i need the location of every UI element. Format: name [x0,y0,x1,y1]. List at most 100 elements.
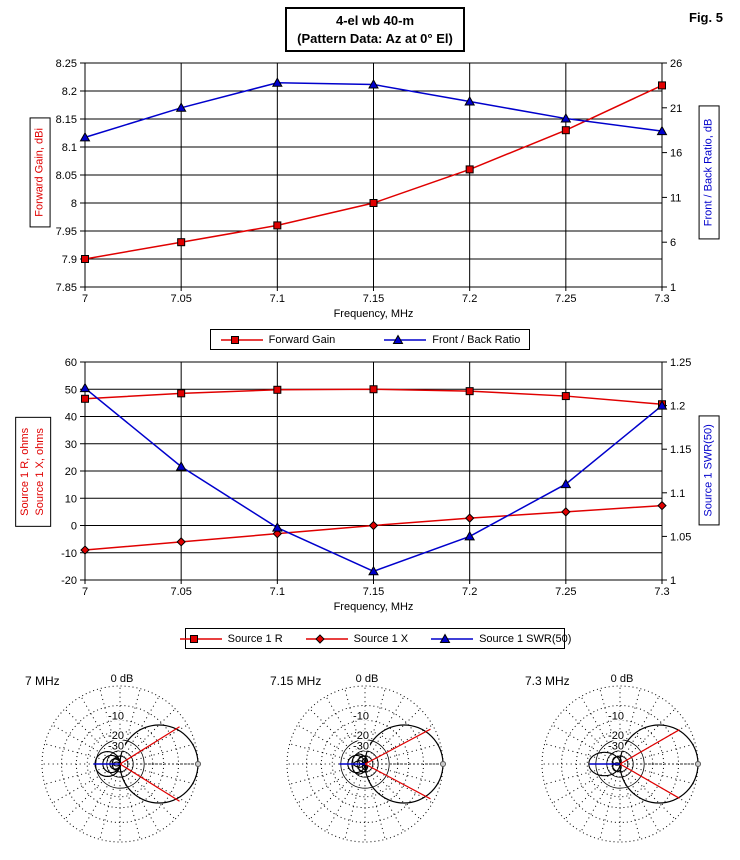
svg-text:Frequency, MHz: Frequency, MHz [334,601,414,613]
svg-text:-10: -10 [353,710,369,722]
legend-item: Source 1 X [305,633,408,645]
svg-text:40: 40 [65,412,77,424]
svg-text:7.95: 7.95 [56,226,77,238]
axis-title-source-r: Source 1 R, ohms [19,427,32,516]
svg-text:7.3: 7.3 [654,586,669,598]
svg-text:-10: -10 [108,710,124,722]
svg-text:1.15: 1.15 [670,444,691,456]
marker-square [189,634,198,643]
svg-text:1.1: 1.1 [670,488,685,500]
svg-text:8.1: 8.1 [62,142,77,154]
svg-text:50: 50 [65,384,77,396]
polar-pattern-svg-1: 0 dB -10 -20-30 [41,672,201,843]
marker-triangle [560,478,572,489]
svg-text:0 dB: 0 dB [356,673,379,685]
axis-title-source-rx: Source 1 R, ohms Source 1 X, ohms [15,416,51,527]
beamwidth-line [364,728,431,765]
cursor-marker [195,761,201,767]
svg-text:0 dB: 0 dB [111,673,134,685]
svg-text:7.15: 7.15 [363,293,384,305]
marker-diamond [368,520,379,531]
svg-text:7.9: 7.9 [62,254,77,266]
svg-text:0: 0 [71,521,77,533]
axis-title-swr: Source 1 SWR(50) [698,415,720,526]
cursor-marker [695,761,701,767]
marker-diamond [80,545,90,555]
chart-title-line1: 4-el wb 40-m [335,13,415,28]
svg-text:0 dB: 0 dB [611,673,634,685]
marker-square [369,199,378,207]
svg-text:-10: -10 [61,548,77,560]
marker-triangle [464,96,476,106]
marker-square [81,255,89,263]
marker-square [561,126,570,135]
svg-text:7.05: 7.05 [170,293,191,305]
polar-plot-7p15mhz: 7.15 MHz 0 dB -10 -20 -30 [260,660,475,857]
marker-diamond [176,537,186,547]
beamwidth-line [619,763,680,799]
polar-plot-7mhz: 7 MHz 0 dB -10 -20 -30 [15,660,230,857]
marker-square [177,389,186,398]
marker-triangle [79,382,91,393]
legend-item: Source 1 R [179,633,283,645]
svg-text:7.1: 7.1 [270,586,285,598]
svg-text:30: 30 [65,439,77,451]
svg-text:8.25: 8.25 [56,58,77,70]
polar-freq-label-3: 7.3 MHz [525,674,570,688]
svg-text:7.2: 7.2 [462,293,477,305]
marker-square [369,385,378,394]
marker-triangle [175,102,187,112]
cursor-marker [440,761,446,767]
gain-fb-chart: 8.25 8.2 8.15 8.1 8.05 8 7.95 7.9 7.85 26 21 16 11 6 1… [56,58,683,320]
svg-text:7.85: 7.85 [56,282,77,294]
marker-square [81,394,89,403]
figure-number: Fig. 5 [689,10,723,25]
svg-text:1.05: 1.05 [670,531,691,543]
svg-text:10: 10 [65,493,77,505]
svg-text:8.05: 8.05 [56,170,77,182]
svg-text:20: 20 [65,466,77,478]
svg-text:-30: -30 [108,741,124,753]
svg-text:6: 6 [670,237,676,249]
svg-text:21: 21 [670,103,682,115]
svg-text:11: 11 [670,192,681,204]
svg-text:8.15: 8.15 [56,114,77,126]
polar-freq-label-2: 7.15 MHz [270,674,322,688]
legend-item: Front / Back Ratio [383,334,520,346]
legend-source: Source 1 R Source 1 X Source 1 SWR(50) [179,628,571,649]
main-lobe [364,724,444,804]
marker-square [273,221,282,230]
svg-text:7.1: 7.1 [270,293,285,305]
axis-title-forward-gain: Forward Gain, dBi [29,117,51,228]
svg-text:7.25: 7.25 [555,586,576,598]
svg-text:7.2: 7.2 [462,586,477,598]
svg-text:-20: -20 [61,575,77,587]
marker-triangle [464,530,476,541]
axis-title-source-x: Source 1 X, ohms [34,428,46,516]
svg-text:7.05: 7.05 [170,586,191,598]
svg-text:1.25: 1.25 [670,357,691,369]
svg-text:Frequency, MHz: Frequency, MHz [334,308,414,320]
marker-square [465,387,474,396]
marker-triangle [392,333,404,344]
svg-text:7.15: 7.15 [363,586,384,598]
marker-diamond [464,513,475,523]
marker-square [230,335,239,344]
polar-pattern-svg-3: 0 dB -10 -20-30 [541,672,701,843]
marker-diamond [657,500,667,511]
svg-text:60: 60 [65,357,77,369]
svg-text:-30: -30 [608,741,624,753]
marker-triangle [271,522,283,532]
marker-triangle [175,461,187,471]
svg-text:-20: -20 [108,730,124,742]
svg-text:8: 8 [71,198,77,210]
marker-square [273,385,282,394]
marker-diamond [314,633,325,644]
marker-square [561,392,570,401]
marker-triangle [271,77,283,87]
svg-text:1: 1 [670,282,676,294]
marker-triangle [368,565,379,576]
svg-text:1: 1 [670,575,676,587]
marker-square [658,81,666,90]
